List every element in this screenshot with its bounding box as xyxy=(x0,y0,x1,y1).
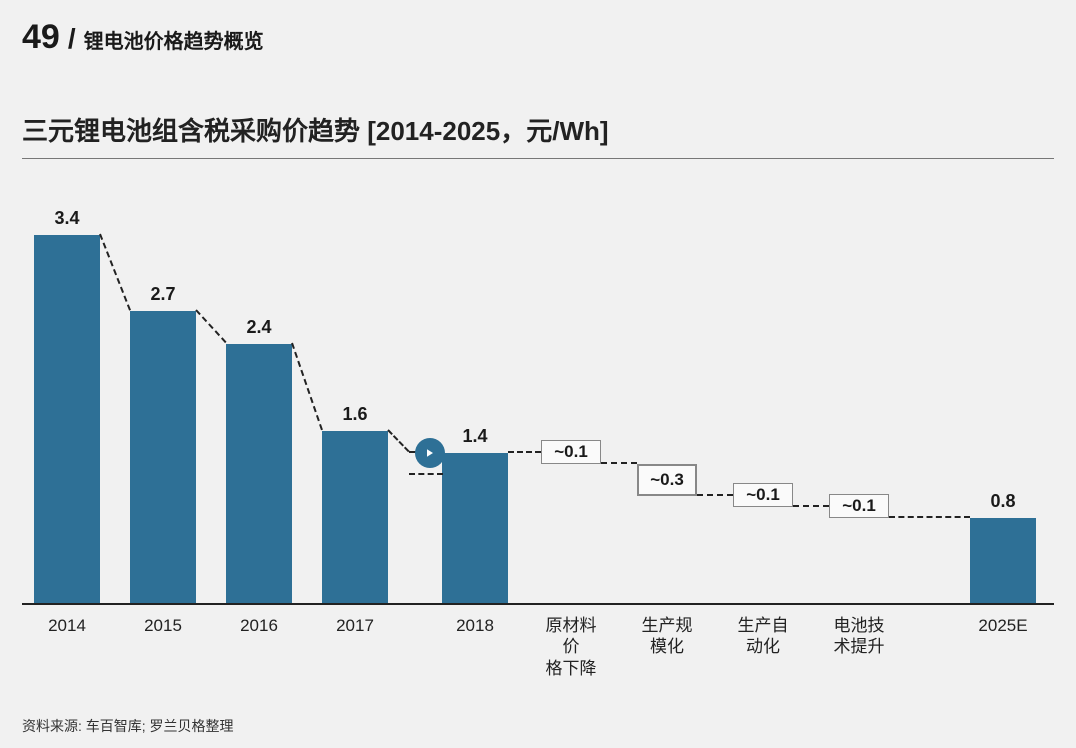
bar-2025E: 0.82025E xyxy=(970,518,1036,605)
category-label: 生产自 动化 xyxy=(730,615,796,658)
bar-value-label: 2.7 xyxy=(130,284,196,305)
dash-segment xyxy=(793,505,829,507)
chart-area: 3.420142.720152.420161.620171.420180.820… xyxy=(22,197,1054,665)
bar-value-label: 0.8 xyxy=(970,491,1036,512)
page-number: 49 xyxy=(22,18,60,57)
category-label: 2015 xyxy=(130,615,196,636)
page-title: 锂电池价格趋势概览 xyxy=(84,25,264,54)
bridge-box: ~0.1 xyxy=(829,494,889,518)
chart-baseline xyxy=(22,603,1054,605)
bar-value-label: 2.4 xyxy=(226,317,292,338)
category-label: 2016 xyxy=(226,615,292,636)
bar-value-label: 1.4 xyxy=(442,426,508,447)
bridge-box: ~0.1 xyxy=(733,483,793,507)
dash-segment xyxy=(889,516,970,518)
dash-segment xyxy=(99,234,131,311)
category-label: 生产规 模化 xyxy=(634,615,700,658)
dash-segment xyxy=(195,310,226,344)
category-label: 原材料价 格下降 xyxy=(538,615,604,679)
category-label: 电池技 术提升 xyxy=(826,615,892,658)
dash-segment xyxy=(697,494,733,496)
bridge-box: ~0.1 xyxy=(541,440,601,464)
subtitle-rule xyxy=(22,158,1054,159)
dash-segment xyxy=(387,429,409,452)
bar-2016: 2.42016 xyxy=(226,344,292,605)
bar-2015: 2.72015 xyxy=(130,311,196,605)
dash-segment xyxy=(409,473,443,475)
dash-segment xyxy=(291,343,323,431)
bar-value-label: 3.4 xyxy=(34,208,100,229)
chart-bars-layer: 3.42014 2.72015 2.42016 1.62017 1.42018 0.820… xyxy=(22,205,1054,605)
category-label: 2025E xyxy=(970,615,1036,636)
dash-segment xyxy=(601,462,637,464)
source-text: 资料来源: 车百智库; 罗兰贝格整理 xyxy=(22,716,234,736)
bar-2014: 3.42014 xyxy=(34,235,100,605)
page-header: 49 / 锂电池价格趋势概览 xyxy=(22,18,1054,57)
chart-subtitle: 三元锂电池组含税采购价趋势 [2014-2025，元/Wh] xyxy=(22,111,1054,148)
bar-2017: 1.62017 xyxy=(322,431,388,605)
category-label: 2017 xyxy=(322,615,388,636)
category-label: 2014 xyxy=(34,615,100,636)
bar-value-label: 1.6 xyxy=(322,404,388,425)
page-slash: / xyxy=(68,23,76,55)
category-label: 2018 xyxy=(442,615,508,636)
bridge-box: ~0.3 xyxy=(637,464,697,497)
bar-2018: 1.42018 xyxy=(442,453,508,605)
arrow-badge-icon xyxy=(415,438,445,468)
dash-segment xyxy=(508,451,541,453)
